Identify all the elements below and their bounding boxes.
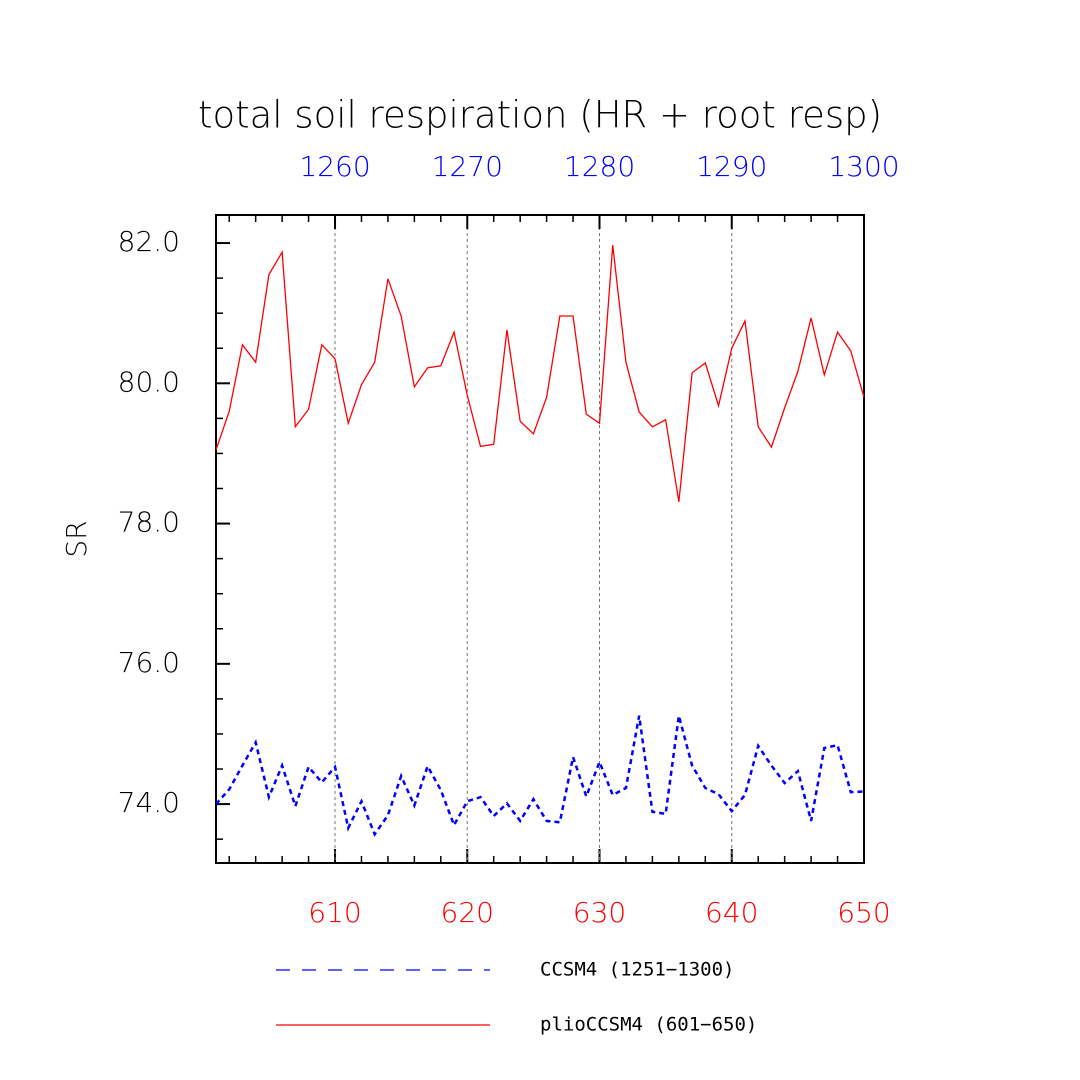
y-tick-label: 76.0 [118,646,180,679]
legend-label: CCSM4 (1251−1300) [540,959,734,981]
x2-tick-label: 1280 [564,150,635,183]
x2-tick-label: 1290 [696,150,767,183]
y-tick-label: 78.0 [118,506,180,539]
x-tick-label: 610 [308,896,361,929]
x-tick-label: 640 [705,896,758,929]
x2-tick-label: 1270 [432,150,503,183]
y-tick-label: 80.0 [118,365,180,398]
x-tick-label: 630 [573,896,626,929]
chart-title: total soil respiration (HR + root resp) [198,94,882,137]
plot-frame [215,214,865,864]
x-tick-label: 620 [441,896,494,929]
x-tick-label: 650 [837,896,890,929]
legend-label: plioCCSM4 (601−650) [540,1014,757,1036]
x2-tick-label: 1260 [299,150,370,183]
y-tick-label: 74.0 [118,786,180,819]
series-line [215,245,865,502]
y-tick-label: 82.0 [118,225,180,258]
y-axis-label: SR [60,520,93,557]
x2-tick-label: 1300 [828,150,899,183]
series-line [215,715,865,837]
